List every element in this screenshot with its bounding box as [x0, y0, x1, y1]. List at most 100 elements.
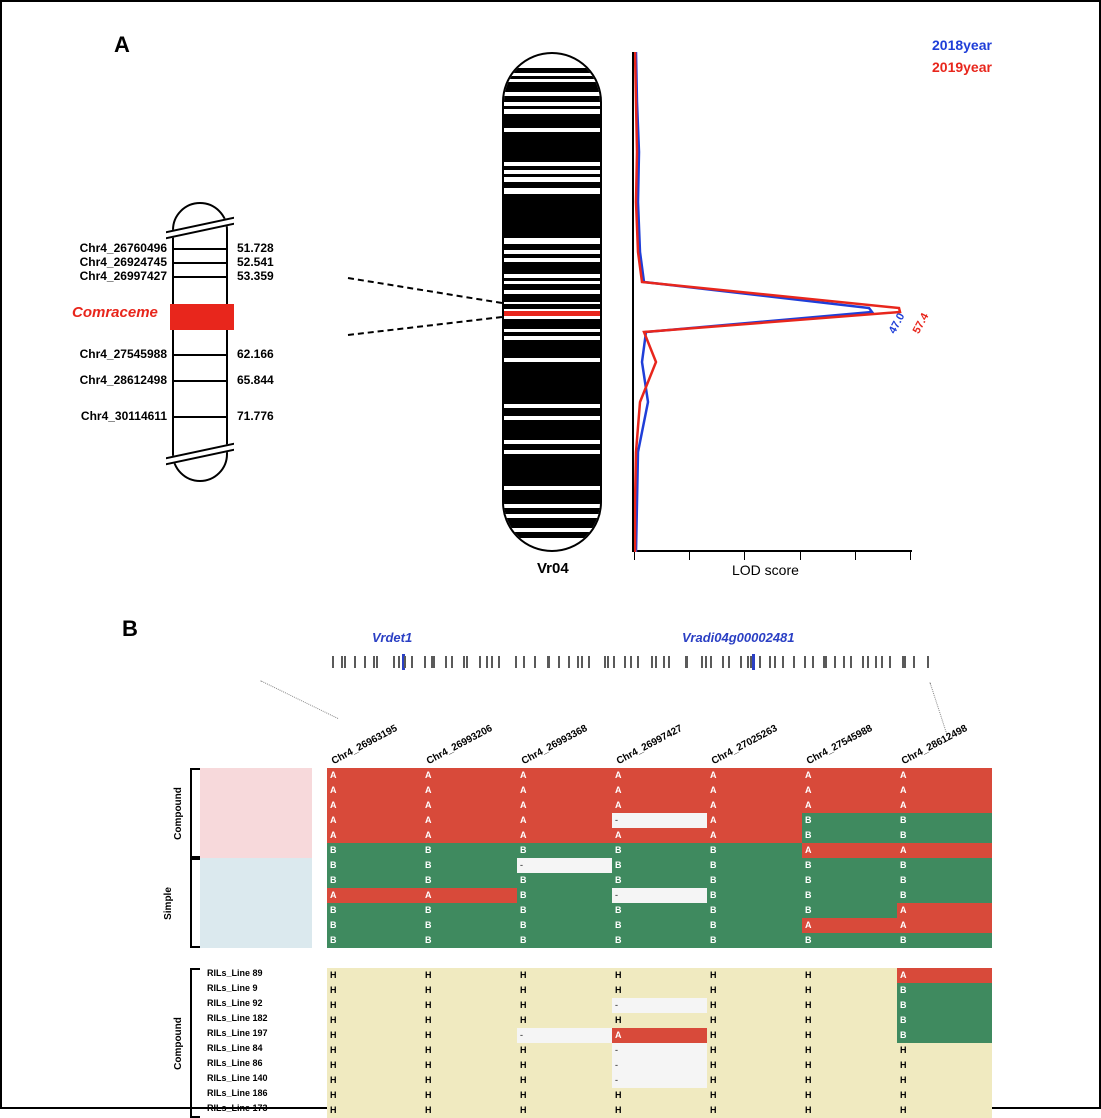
column-header: Chr4_26963195	[330, 723, 399, 767]
group-background	[200, 768, 312, 858]
chrom-band	[504, 262, 600, 274]
genotype-cell: B	[517, 933, 612, 948]
genotype-cell: H	[327, 983, 422, 998]
gene-tick	[577, 656, 579, 668]
genotype-cell: A	[422, 783, 517, 798]
zoom-connector	[348, 277, 502, 304]
gene-tick	[705, 656, 707, 668]
genotype-cell: B	[802, 903, 897, 918]
chrom-band	[504, 82, 600, 92]
genotype-cell: A	[327, 783, 422, 798]
genotype-cell: B	[612, 843, 707, 858]
genotype-cell: H	[517, 1058, 612, 1073]
genotype-cell: H	[897, 1058, 992, 1073]
genotype-cell: H	[707, 968, 802, 983]
gene-tick	[548, 656, 550, 668]
gene-tick	[750, 656, 752, 668]
genotype-cell: H	[707, 1058, 802, 1073]
gene-tick	[613, 656, 615, 668]
genotype-cell: A	[517, 798, 612, 813]
genotype-cell: H	[422, 1088, 517, 1103]
table-row: RILs_Line 92HHH-HHB	[162, 998, 982, 1013]
gene-tick	[451, 656, 453, 668]
gene-tick	[904, 656, 906, 668]
genotype-cell: A	[707, 828, 802, 843]
genotype-cell: H	[802, 968, 897, 983]
genotype-cell: A	[517, 783, 612, 798]
table-row: RILs_Line 89HHHHHHA	[162, 968, 982, 983]
gene-tick	[364, 656, 366, 668]
gene-tick	[722, 656, 724, 668]
gene-tick	[834, 656, 836, 668]
gene-tick	[332, 656, 334, 668]
chrom-band	[504, 114, 600, 128]
genotype-cell: H	[517, 1013, 612, 1028]
genotype-cell: H	[802, 1028, 897, 1043]
gene-tick	[862, 656, 864, 668]
genotype-cell: B	[897, 998, 992, 1013]
chrom-band	[504, 490, 600, 504]
genotype-cell: H	[422, 1043, 517, 1058]
genotype-cell: H	[517, 983, 612, 998]
marker-tick	[172, 380, 228, 382]
gene-tick	[804, 656, 806, 668]
gene-tick	[812, 656, 814, 668]
marker-tick	[172, 276, 228, 278]
row-label: RILs_Line 140	[207, 1073, 307, 1083]
gene-tick	[404, 656, 406, 668]
genotype-cell: A	[422, 813, 517, 828]
marker-pos: 52.541	[237, 255, 297, 269]
row-label: RILs_Line 86	[207, 1058, 307, 1068]
genotype-cell: A	[422, 798, 517, 813]
chrom-band	[504, 294, 600, 302]
genotype-cell: H	[327, 998, 422, 1013]
marker-pos: 62.166	[237, 347, 297, 361]
chrom-band	[504, 284, 600, 290]
genotype-cell: A	[517, 828, 612, 843]
genotype-cell: A	[897, 798, 992, 813]
genotype-cell: H	[897, 1073, 992, 1088]
gene-tick	[445, 656, 447, 668]
marker-row: Chr4_2676049651.728	[52, 241, 352, 255]
genotype-cell: B	[612, 918, 707, 933]
gene-tick	[668, 656, 670, 668]
genotype-cell: H	[327, 1058, 422, 1073]
table-row: RILs_Line 84HHH-HHH	[162, 1043, 982, 1058]
gene-tick	[843, 656, 845, 668]
genotype-cell: H	[327, 1013, 422, 1028]
genotype-cell: H	[327, 1103, 422, 1118]
genotype-cell: -	[612, 813, 707, 828]
genotype-cell: B	[802, 828, 897, 843]
gene-tick	[747, 656, 749, 668]
genotype-cell: H	[612, 1013, 707, 1028]
table-row: RILs_Line 140HHH-HHH	[162, 1073, 982, 1088]
genotype-cell: A	[897, 768, 992, 783]
marker-pos: 65.844	[237, 373, 297, 387]
gene-tick	[433, 656, 435, 668]
genotype-cell: A	[612, 828, 707, 843]
genotype-cell: A	[802, 798, 897, 813]
genotype-cell: H	[327, 1043, 422, 1058]
chrom-band	[504, 182, 600, 188]
genotype-cell: H	[707, 998, 802, 1013]
gene-tick	[466, 656, 468, 668]
genotype-cell: B	[707, 843, 802, 858]
gene-tick	[373, 656, 375, 668]
genotype-cell: B	[897, 983, 992, 998]
genotype-cell: -	[612, 1058, 707, 1073]
chrom-band	[504, 518, 600, 528]
chrom-band	[504, 420, 600, 440]
genotype-cell: H	[517, 1043, 612, 1058]
marker-tick	[172, 248, 228, 250]
gene-tick	[867, 656, 869, 668]
gene-tick	[630, 656, 632, 668]
group-bracket	[190, 858, 200, 948]
genotype-cell: H	[897, 1103, 992, 1118]
gene-tick	[774, 656, 776, 668]
genotype-cell: B	[707, 933, 802, 948]
genotype-cell: B	[802, 933, 897, 948]
column-header: Chr4_26997427	[615, 723, 684, 767]
chrom-band	[504, 194, 600, 238]
chrom-band	[504, 444, 600, 450]
gene-tick	[491, 656, 493, 668]
